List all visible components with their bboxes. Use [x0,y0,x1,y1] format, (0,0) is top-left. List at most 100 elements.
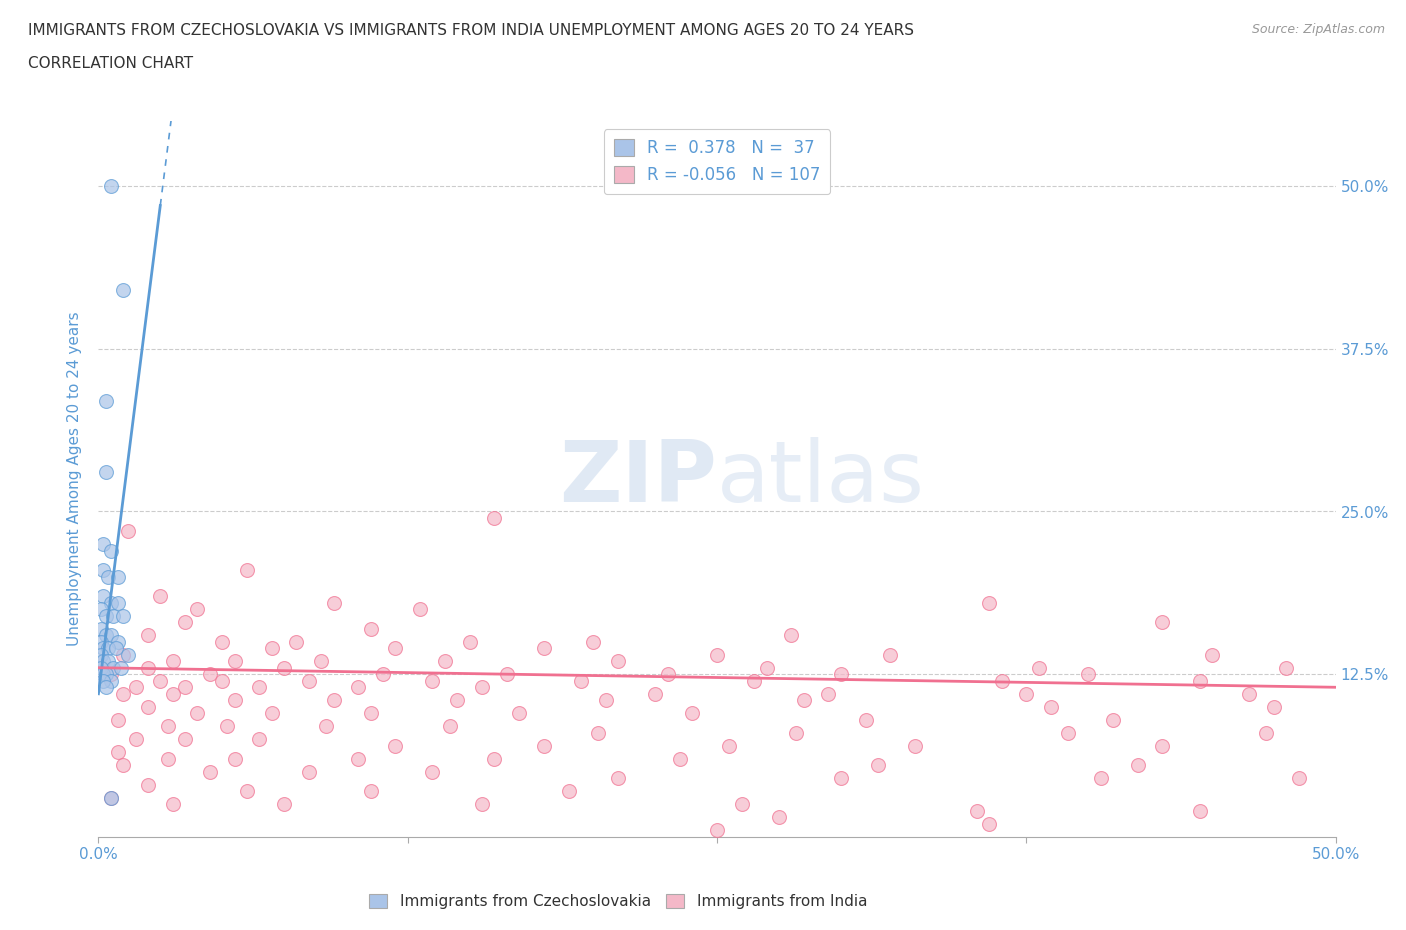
Point [247,680,270,695]
Point [100,595,122,610]
Point [104,641,127,656]
Point [990,673,1012,688]
Point [107,569,129,584]
Point [755,660,778,675]
Point [298,764,321,779]
Point [90,660,112,675]
Point [1201,647,1223,662]
Point [879,647,901,662]
Point [1126,758,1149,773]
Point [1102,712,1125,727]
Point [100,179,122,193]
Point [136,777,159,792]
Point [360,706,382,721]
Point [236,784,259,799]
Point [100,673,122,688]
Point [855,712,877,727]
Point [97,654,120,669]
Point [384,641,406,656]
Point [112,647,135,662]
Point [174,615,197,630]
Point [94,667,117,682]
Point [1256,725,1278,740]
Point [117,647,139,662]
Point [112,758,135,773]
Point [224,693,246,708]
Point [103,608,125,623]
Point [1028,660,1050,675]
Point [90,647,112,662]
Point [100,667,122,682]
Point [198,764,221,779]
Text: atlas: atlas [717,437,925,521]
Point [495,667,517,682]
Point [136,699,159,714]
Point [90,621,112,636]
Point [260,641,283,656]
Point [186,706,208,721]
Point [107,595,129,610]
Point [97,569,120,584]
Point [360,621,382,636]
Point [112,283,135,298]
Point [156,751,179,766]
Point [1275,660,1298,675]
Y-axis label: Unemployment Among Ages 20 to 24 years: Unemployment Among Ages 20 to 24 years [67,312,83,646]
Point [149,673,172,688]
Point [198,667,221,682]
Point [236,563,259,578]
Point [117,524,139,538]
Point [446,693,468,708]
Point [1040,699,1063,714]
Point [93,654,115,669]
Point [90,602,112,617]
Text: CORRELATION CHART: CORRELATION CHART [28,56,193,71]
Point [484,751,506,766]
Point [706,823,728,838]
Point [439,719,461,734]
Point [247,732,270,747]
Point [124,732,146,747]
Point [588,725,610,740]
Point [93,673,115,688]
Text: Source: ZipAtlas.com: Source: ZipAtlas.com [1251,23,1385,36]
Point [780,628,803,643]
Point [830,771,852,786]
Point [94,465,117,480]
Point [347,751,370,766]
Point [484,511,506,525]
Point [1288,771,1310,786]
Point [93,537,115,551]
Point [273,660,295,675]
Point [94,393,117,408]
Point [162,654,184,669]
Point [107,745,129,760]
Point [97,641,120,656]
Point [93,589,115,604]
Point [657,667,679,682]
Point [669,751,692,766]
Point [508,706,530,721]
Point [224,751,246,766]
Legend: Immigrants from Czechoslovakia, Immigrants from India: Immigrants from Czechoslovakia, Immigran… [363,888,873,915]
Point [1152,738,1174,753]
Point [471,680,494,695]
Point [644,686,666,701]
Point [124,680,146,695]
Point [260,706,283,721]
Point [979,817,1001,831]
Point [322,595,344,610]
Point [966,804,988,818]
Point [1188,804,1211,818]
Point [136,628,159,643]
Point [285,634,308,649]
Point [706,647,728,662]
Point [595,693,617,708]
Point [103,660,125,675]
Point [607,771,630,786]
Point [533,641,555,656]
Point [93,641,115,656]
Text: IMMIGRANTS FROM CZECHOSLOVAKIA VS IMMIGRANTS FROM INDIA UNEMPLOYMENT AMONG AGES : IMMIGRANTS FROM CZECHOSLOVAKIA VS IMMIGR… [28,23,914,38]
Point [360,784,382,799]
Point [768,810,790,825]
